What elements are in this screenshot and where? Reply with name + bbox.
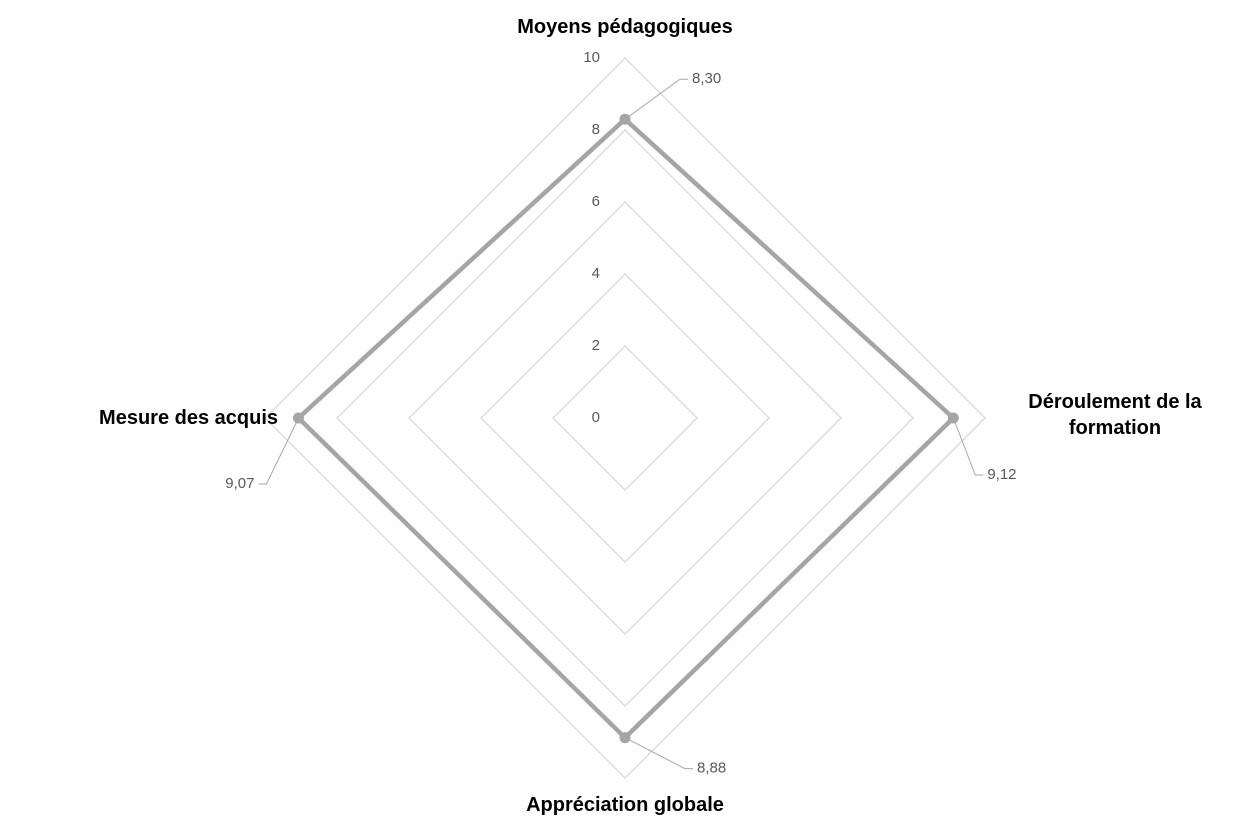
grid-line [552, 345, 698, 491]
grid-line [480, 273, 770, 563]
leader-line [952, 417, 984, 476]
category-label: Déroulement de la formation [1028, 391, 1202, 439]
grid-line [336, 129, 914, 707]
y-tick-label: 4 [592, 265, 600, 282]
y-tick-label: 10 [583, 49, 600, 66]
category-label: Mesure des acquis [99, 407, 278, 429]
data-label: 9,12 [987, 466, 1016, 483]
y-tick-label: 8 [592, 121, 600, 138]
y-tick-label: 2 [592, 337, 600, 354]
leader-line [258, 417, 299, 485]
category-label: Moyens pédagogiques [517, 16, 733, 38]
data-label: 8,30 [692, 70, 721, 87]
grid-line [408, 201, 842, 635]
category-label: Appréciation globale [526, 794, 724, 816]
data-label: 8,88 [697, 760, 726, 777]
y-tick-label: 6 [592, 193, 600, 210]
grid-line [264, 57, 986, 779]
leader-line [624, 78, 688, 120]
series-line [296, 116, 956, 740]
leader-line [624, 737, 693, 770]
data-label: 9,07 [225, 475, 254, 492]
y-tick-label: 0 [592, 409, 600, 426]
